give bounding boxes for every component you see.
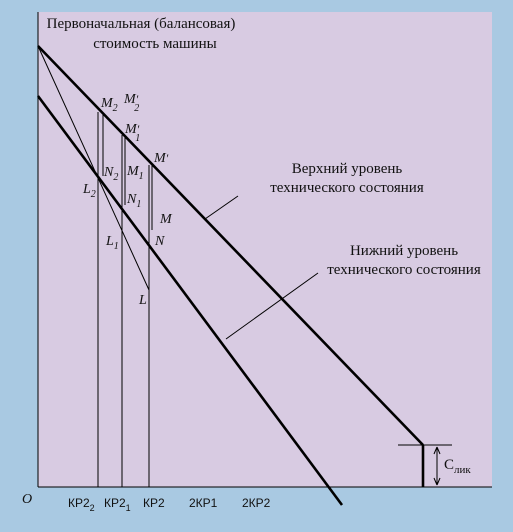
point-m1: M1 xyxy=(126,164,144,182)
tick-kr2-2: КР22 xyxy=(68,496,95,513)
guide-line xyxy=(37,45,150,291)
point-m2-prime: M′ 2 xyxy=(123,92,139,114)
salvage-label: Слик xyxy=(444,457,471,476)
point-l2: L2 xyxy=(82,182,96,200)
title-line-1: Первоначальная (балансовая) xyxy=(47,16,236,32)
point-m2: M2 xyxy=(100,96,118,114)
upper-leader-line xyxy=(204,195,239,220)
point-l: L xyxy=(138,293,147,308)
tick-kr2-1: КР21 xyxy=(104,496,131,513)
tick-kr2: КР2 xyxy=(143,496,165,510)
title-line-2: стоимость машины xyxy=(93,36,216,52)
plot-area xyxy=(38,12,492,487)
lower-level-line xyxy=(36,95,344,506)
lower-label-line-1: Нижний уровень xyxy=(350,243,458,259)
tick-2kp2: 2КР2 xyxy=(242,496,271,510)
upper-label-line-2: технического состояния xyxy=(270,180,424,196)
lower-leader-line xyxy=(225,272,319,340)
salvage-arrow-icon xyxy=(433,446,441,486)
point-m1-prime: M′ 1 xyxy=(124,122,140,144)
point-n: N xyxy=(154,234,165,249)
point-l1: L1 xyxy=(105,234,119,252)
lower-label-line-2: технического состояния xyxy=(327,262,481,278)
point-m-prime: M′ xyxy=(153,151,169,166)
point-m: M xyxy=(159,212,173,227)
point-n2: N2 xyxy=(103,165,118,183)
origin-label: O xyxy=(22,492,32,507)
tick-2kp1: 2КР1 xyxy=(189,496,218,510)
upper-label-line-1: Верхний уровень xyxy=(292,161,403,177)
point-n1: N1 xyxy=(126,192,141,210)
upper-level-line xyxy=(37,45,424,446)
